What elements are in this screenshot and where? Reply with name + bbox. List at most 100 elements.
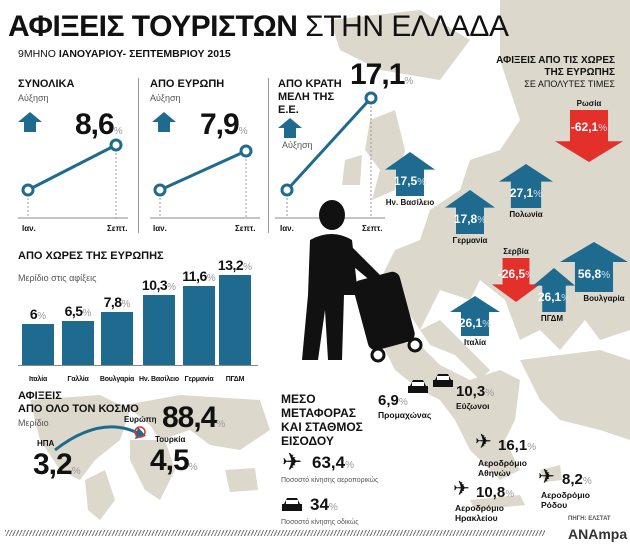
anampa-logo: ANAmpa	[568, 526, 628, 542]
map-title-line: ΑΦΙΞΕΙΣ ΑΠΟ ΤΙΣ ΧΩΡΕΣ	[496, 55, 615, 66]
station-value: 6,9%	[378, 392, 408, 409]
plane-icon: ✈	[475, 431, 492, 453]
source: ΠΗΓΗ: ΕΛΣΤΑΤ	[568, 516, 611, 522]
country-value: 17,8%	[453, 212, 487, 226]
air-note: Ποσοστό κίνησης αεροπορικώς	[281, 477, 379, 484]
growth-line	[150, 144, 260, 219]
bar	[143, 294, 175, 365]
panel-value: 17,1%	[350, 58, 414, 91]
bar	[62, 320, 94, 365]
europe-label: Ευρώπη	[124, 415, 157, 424]
plane-icon: ✈	[453, 478, 470, 500]
greece-marker-icon	[134, 426, 146, 438]
panel-note: Αύξηση	[150, 93, 181, 103]
air-value: 63,4%	[312, 453, 354, 472]
world-title-1: ΑΦΙΞΕΙΣ	[18, 390, 62, 402]
road-note: Ποσοστό κίνησης οδικώς	[281, 519, 359, 526]
country-value: -62,1%	[570, 120, 608, 135]
station-value: 10,8%	[476, 484, 515, 501]
road-value: 34%	[310, 495, 338, 514]
x-tick: Ιαν.	[22, 224, 36, 233]
arrow-up-marker: 26,1% Ιταλία	[450, 296, 500, 347]
bar	[219, 275, 251, 365]
country-label: Ρωσία	[576, 99, 602, 108]
turkey-value: 4,5%	[150, 444, 198, 477]
map-title-line: ΤΗΣ ΕΥΡΩΠΗΣ	[544, 67, 615, 78]
bar-category-label: ΠΓΔΜ	[225, 376, 245, 383]
country-label: Πολωνία	[509, 210, 543, 219]
turkey-label: Τουρκία	[155, 435, 186, 444]
bar-value-label: 6,5%	[64, 302, 92, 319]
bar-category-label: Ιταλία	[28, 376, 48, 383]
x-tick: Ιαν.	[280, 224, 294, 233]
world-note: Μερίδιο	[18, 418, 49, 428]
divider	[138, 78, 139, 233]
arrow-up-marker: 17,5% Ην. Βασίλειο	[385, 152, 435, 207]
arrow-up-marker: 27,1% Πολωνία	[499, 164, 553, 219]
panel-title: ΑΠΟ ΚΡΑΤΗ ΜΕΛΗ ΤΗΣ Ε.Ε.	[278, 78, 342, 116]
arrow-up-marker: 56,8% Βουλγαρία	[560, 242, 628, 303]
x-tick: Ιαν.	[153, 224, 167, 233]
country-label: Ιταλία	[463, 338, 487, 347]
world-title-2: ΑΠΟ ΟΛΟ ΤΟΝ ΚΟΣΜΟ	[18, 403, 139, 415]
bar	[183, 286, 215, 365]
bar-value-label: 6%	[29, 306, 47, 323]
footer-stripe	[5, 530, 545, 536]
car-icon	[282, 498, 302, 511]
bar-category-label: Βουλγαρία	[99, 376, 135, 383]
car-icon	[432, 372, 454, 395]
bar	[22, 324, 54, 365]
country-value: -26,5%	[497, 266, 535, 281]
bar-category-label: Γερμανία	[184, 376, 214, 383]
panel-note: Αύξηση	[18, 93, 49, 103]
station-value: 16,1%	[498, 437, 537, 454]
station-value: 8,2%	[562, 471, 592, 488]
station-label: Αεροδρόμιο Ρόδου	[541, 490, 590, 510]
station-label: Εύζωνοι	[456, 401, 490, 411]
panel-note: Αύξηση	[282, 140, 313, 150]
arrow-up-icon	[18, 112, 42, 132]
panel-title: ΣΥΝΟΛΙΚΑ	[18, 78, 75, 90]
x-tick: Σεπτ.	[362, 224, 383, 233]
panel-title: ΑΠΟ ΕΥΡΩΠΗ	[150, 78, 225, 90]
plane-icon: ✈	[282, 449, 303, 476]
bar-value-label: 11,6%	[182, 268, 216, 285]
page-title: ΑΦΙΞΕΙΣ ΤΟΥΡΙΣΤΩΝ ΣΤΗΝ ΕΛΛΑΔΑ	[8, 10, 509, 43]
country-label: Βουλγαρία	[583, 294, 625, 303]
country-value: 17,5%	[393, 174, 427, 188]
bar-category-label: Γαλλία	[67, 376, 89, 383]
country-value: 26,1%	[458, 316, 492, 330]
arrow-down-marker: -26,5% Σερβία	[492, 247, 540, 302]
country-label: Ην. Βασίλειο	[385, 198, 435, 207]
x-tick: Σεπτ.	[235, 224, 256, 233]
bar-category-label: Ην. Βασίλειο	[139, 376, 179, 383]
usa-label: ΗΠΑ	[37, 439, 55, 448]
country-label: Γερμανία	[452, 236, 488, 245]
bar-value-label: 7,8%	[103, 293, 131, 310]
bar-baseline	[18, 365, 258, 366]
bar-chart-title: ΑΠΟ ΧΩΡΕΣ ΤΗΣ ΕΥΡΩΠΗΣ	[18, 250, 164, 262]
arrow-up-marker: 17,8% Γερμανία	[445, 190, 495, 245]
usa-value: 3,2%	[33, 448, 81, 481]
bar-value-label: 10,3%	[141, 276, 177, 293]
page-subtitle: 9ΜΗΝΟ ΙΑΝΟΥΑΡΙΟΥ- ΣΕΠΤΕΜΒΡΙΟΥ 2015	[18, 48, 231, 60]
station-label: Προμαχώνας	[378, 410, 432, 420]
country-value: 56,8%	[577, 267, 611, 281]
country-label: Σερβία	[503, 247, 529, 256]
transport-title: ΜΕΣΟ ΜΕΤΑΦΟΡΑΣ ΚΑΙ ΣΤΑΘΜΟΣ ΕΙΣΟΔΟΥ	[281, 392, 363, 448]
bar	[101, 311, 133, 365]
panel-value: 7,9%	[200, 108, 248, 141]
map-title-line: ΣΕ ΑΠΟΛΥΤΕΣ ΤΙΜΕΣ	[524, 79, 615, 89]
europe-map-title: ΑΦΙΞΕΙΣ ΑΠΟ ΤΙΣ ΧΩΡΕΣ ΤΗΣ ΕΥΡΩΠΗΣ ΣΕ ΑΠΟ…	[478, 55, 615, 90]
station-value: 10,3%	[456, 383, 495, 400]
car-icon	[407, 378, 429, 401]
country-value: 26,1%	[537, 290, 571, 304]
panel-value: 8,6%	[75, 108, 123, 141]
europe-value: 88,4%	[162, 401, 226, 434]
station-label: Αεροδρόμιο Ηρακλείου	[455, 503, 504, 523]
growth-line	[18, 138, 128, 219]
divider	[268, 78, 269, 233]
bar-chart-subtitle: Μερίδιο στις αφίξεις	[18, 273, 97, 283]
traveler-illustration	[302, 200, 423, 363]
